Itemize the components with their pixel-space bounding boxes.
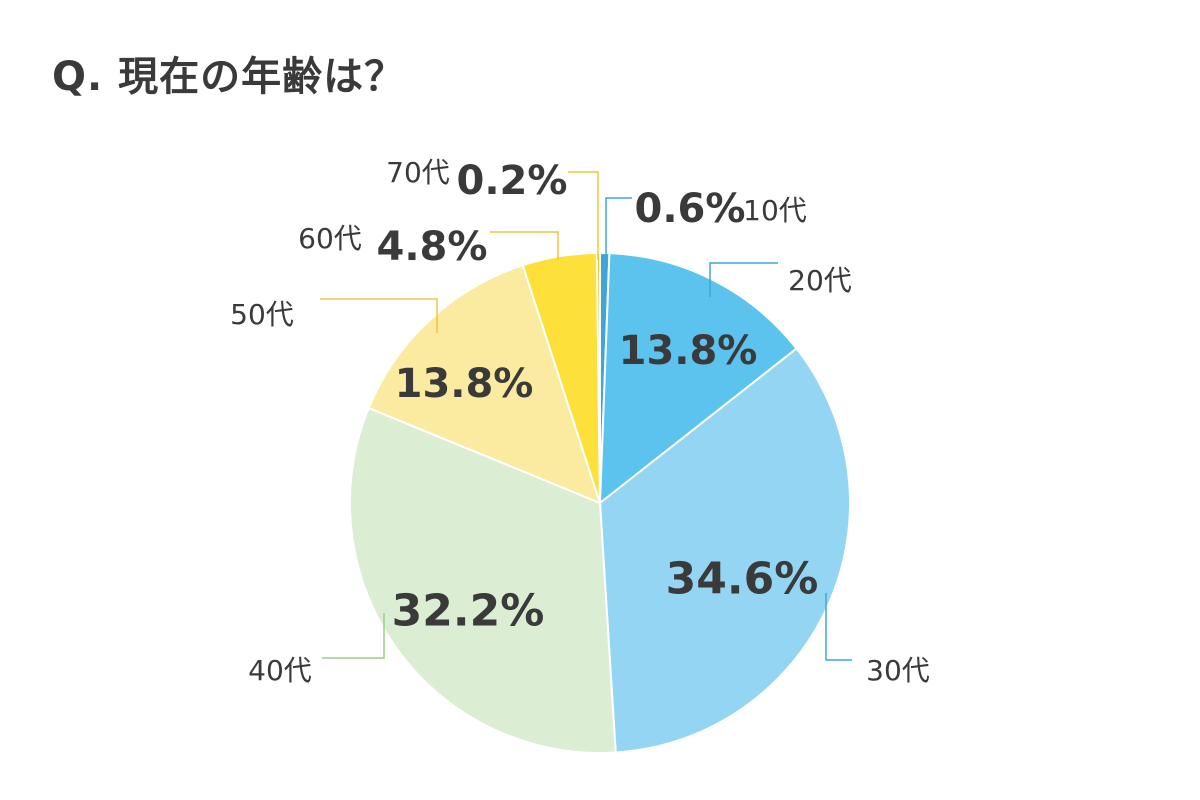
category-label-40s: 40代 xyxy=(248,654,312,687)
leader-line-50s xyxy=(320,298,438,333)
chart-title: Q. 現在の年齢は？ xyxy=(52,54,406,100)
percent-label-70s: 0.2% xyxy=(457,158,568,204)
percent-label-20s: 13.8% xyxy=(619,328,758,374)
category-label-70s: 70代 xyxy=(386,156,450,189)
leader-line-40s xyxy=(322,613,385,659)
leader-line-60s xyxy=(490,231,559,260)
pie-slice-30s xyxy=(598,347,851,754)
category-label-10s: 10代 xyxy=(743,194,807,227)
percent-label-60s: 4.8% xyxy=(377,224,488,270)
percent-label-50s: 13.8% xyxy=(395,361,534,407)
category-label-60s: 60代 xyxy=(298,222,362,255)
pie-slice-50s xyxy=(367,263,602,505)
leader-line-20s xyxy=(709,262,778,297)
category-label-20s: 20代 xyxy=(788,264,852,297)
category-label-30s: 30代 xyxy=(866,654,930,687)
leader-line-30s xyxy=(825,593,852,661)
category-label-50s: 50代 xyxy=(230,298,294,331)
leader-line-10s xyxy=(605,197,632,262)
pie-slice-20s xyxy=(598,252,798,506)
percent-label-10s: 0.6% xyxy=(635,186,746,232)
percent-label-30s: 34.6% xyxy=(666,553,819,604)
leader-line-70s xyxy=(568,171,599,260)
pie-slice-40s xyxy=(349,406,617,754)
percent-label-40s: 32.2% xyxy=(392,585,545,636)
